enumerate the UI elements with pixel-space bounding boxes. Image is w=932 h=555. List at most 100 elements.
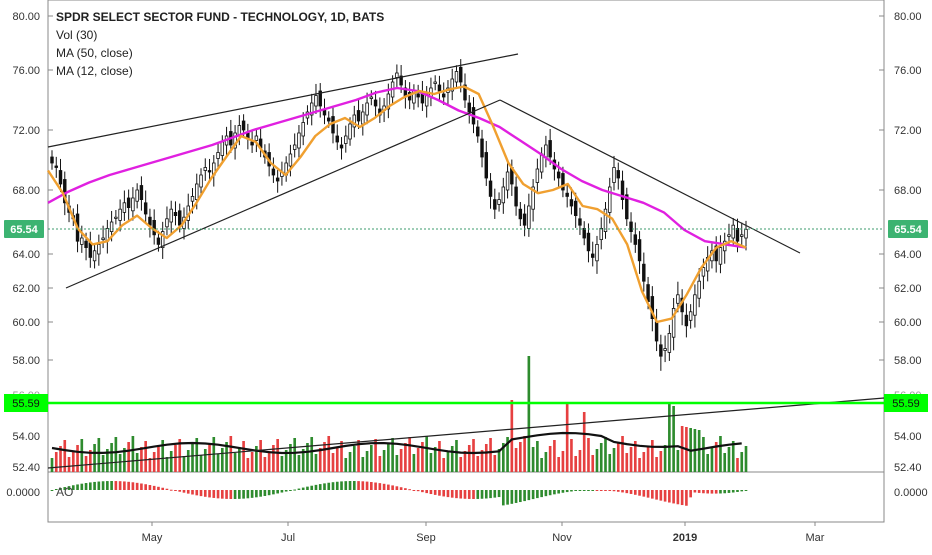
candle-body [58, 170, 63, 185]
candlestick [186, 193, 190, 229]
candlestick [148, 208, 152, 238]
volume-bar [203, 449, 207, 472]
candlestick [220, 135, 225, 163]
ao-bar [446, 490, 450, 498]
ao-bar [365, 481, 369, 490]
volume-bar [148, 458, 152, 472]
ao-bar [263, 490, 267, 496]
price-tags: 65.54 65.54 55.59 55.59 [4, 220, 928, 412]
ao-bar [659, 490, 663, 501]
candlestick [122, 190, 127, 221]
ao-bar [697, 490, 701, 493]
candle-body [595, 243, 599, 262]
candlestick [463, 73, 467, 108]
ao-bar [348, 481, 352, 490]
candle-body [271, 168, 276, 176]
volume-bar [131, 436, 135, 472]
ao-bar [114, 481, 118, 490]
right-axis-tick-label: 52.40 [894, 462, 922, 474]
ao-bar [702, 490, 705, 494]
candlestick [539, 147, 544, 179]
ma12-line [46, 85, 747, 324]
candle-body [327, 117, 331, 122]
ao-bar [101, 481, 105, 490]
ao-bar [118, 481, 122, 490]
candle-body [714, 245, 718, 262]
volume-bar [731, 441, 735, 472]
ao-axis-label: 0.0000 [6, 487, 40, 499]
candle-body [92, 250, 97, 262]
candle-body [97, 243, 101, 255]
candlestick [578, 207, 582, 235]
candlestick [271, 157, 276, 183]
ao-bar [680, 490, 684, 506]
last-price-tag-left: 65.54 [10, 224, 38, 236]
volume-bar [306, 443, 309, 472]
volume-bar [599, 443, 603, 472]
ao-bar [306, 486, 309, 490]
candlestick [659, 334, 663, 371]
ao-bar [310, 485, 314, 490]
ao-bar [501, 490, 505, 506]
volume-bar [238, 447, 241, 472]
candlestick [233, 125, 237, 160]
candle-body [573, 200, 578, 216]
candlestick [446, 80, 450, 105]
ao-bar [433, 490, 437, 495]
ao-bar [284, 490, 288, 492]
candlestick [288, 144, 293, 177]
ao-bar [323, 483, 326, 490]
volume-bar [272, 445, 275, 472]
ao-bar [212, 490, 216, 498]
candle-body [331, 116, 335, 134]
volume-bar [527, 356, 531, 472]
volume-bar [587, 438, 590, 472]
candle-body [122, 202, 127, 213]
ao-bar [540, 490, 543, 498]
ao-bar [50, 490, 54, 491]
volume-bar [706, 454, 710, 472]
ao-bar [301, 487, 305, 490]
ao-bar [416, 490, 420, 492]
volume-bar [540, 458, 543, 472]
volume-bar [246, 458, 250, 472]
candle-body [288, 153, 293, 167]
candlestick [335, 124, 339, 150]
right-axis-tick-label: 68.00 [894, 185, 922, 197]
candlestick [616, 162, 620, 190]
ao-bar [76, 484, 79, 490]
candle-body [522, 213, 527, 226]
volume-bar [301, 449, 305, 472]
candlestick [101, 225, 105, 249]
ao-bar [127, 481, 130, 490]
ao-bar [272, 490, 275, 495]
left-axis-tick-label: 80.00 [12, 11, 40, 23]
volume-bar [378, 456, 382, 472]
candle-body [556, 171, 561, 179]
right-axis-tick-label: 54.00 [894, 431, 922, 443]
volume-bar [429, 453, 433, 472]
candlestick [143, 190, 148, 223]
candlestick [369, 90, 374, 106]
volume-bar [663, 445, 667, 472]
ao-bar [352, 481, 356, 490]
candle-body [169, 208, 173, 223]
volume-bar [531, 447, 535, 472]
ao-bar [621, 490, 624, 493]
ao-bar [182, 490, 186, 493]
candle-body [569, 199, 574, 207]
volume-bar [276, 439, 279, 472]
candlestick [625, 187, 629, 226]
volume-bar [561, 451, 565, 472]
candle-body [518, 208, 523, 220]
volume-bar [723, 453, 727, 472]
candle-body [101, 237, 105, 241]
volume-bar [548, 446, 552, 472]
ao-bar [174, 490, 177, 491]
volume-bar [519, 442, 522, 472]
ao-bar [574, 490, 578, 491]
ao-bar [480, 490, 484, 499]
candlestick [552, 152, 557, 181]
volume-bar [676, 450, 680, 472]
